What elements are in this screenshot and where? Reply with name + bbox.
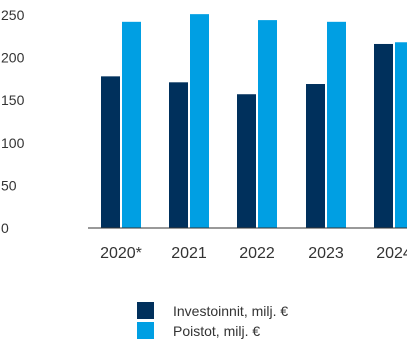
bar-poistot-2021 — [190, 14, 209, 229]
bar-investoinnit-2021 — [169, 82, 188, 228]
x-tick-label: 2023 — [308, 245, 344, 262]
bar-investoinnit-2023 — [306, 84, 325, 229]
x-tick-label: 2020* — [100, 245, 142, 262]
y-tick-label: 150 — [1, 92, 25, 108]
bar-investoinnit-2020 — [101, 76, 120, 229]
bar-poistot-2022 — [258, 20, 277, 228]
x-tick-label: 2022 — [239, 245, 275, 262]
y-tick-label: 50 — [1, 177, 17, 193]
bar-investoinnit-2024 — [374, 43, 393, 228]
bar-investoinnit-2022 — [237, 94, 256, 229]
bar-poistot-2023 — [327, 21, 346, 229]
y-tick-label: 100 — [1, 135, 25, 151]
x-tick-label: 2021 — [171, 245, 207, 262]
y-tick-label: 0 — [1, 220, 9, 236]
bar-poistot-2024 — [395, 42, 407, 228]
legend-swatch-0 — [137, 302, 154, 319]
bar-poistot-2020 — [122, 21, 141, 229]
x-tick-label: 2024 — [376, 245, 407, 262]
y-tick-label: 200 — [1, 50, 25, 66]
y-tick-label: 250 — [1, 7, 25, 23]
legend-swatch-1 — [137, 322, 154, 339]
legend-label: Poistot, milj. € — [173, 323, 260, 339]
legend-label: Investoinnit, milj. € — [173, 303, 288, 319]
